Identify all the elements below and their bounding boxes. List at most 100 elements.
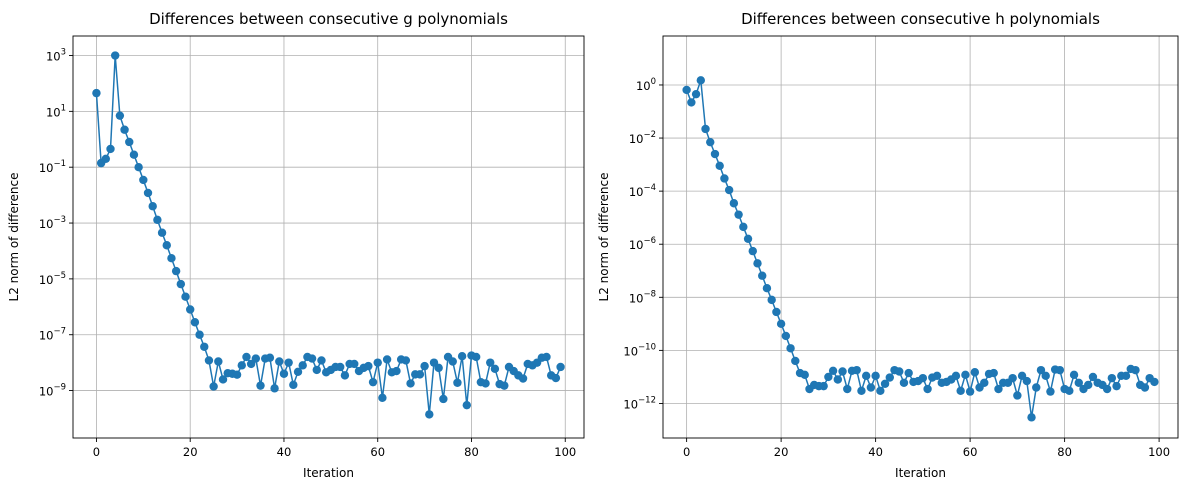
data-point xyxy=(382,355,392,364)
data-point xyxy=(486,358,495,367)
data-point xyxy=(157,228,167,237)
data-point xyxy=(951,371,961,381)
data-point xyxy=(965,387,975,396)
data-point xyxy=(270,384,279,393)
left-chart: Differences between consecutive g polyno… xyxy=(7,10,585,480)
right-series-line xyxy=(685,80,1155,418)
data-point xyxy=(895,367,904,376)
data-point xyxy=(994,384,1003,394)
left-chart-x-axis-label: Iteration xyxy=(303,466,354,480)
data-point xyxy=(724,185,734,195)
x-tick-label: 20 xyxy=(183,445,198,459)
data-point xyxy=(373,358,382,367)
data-point xyxy=(852,365,861,375)
data-point xyxy=(317,356,326,365)
data-point xyxy=(857,386,866,396)
data-point xyxy=(932,371,942,381)
data-point xyxy=(715,161,724,171)
data-point xyxy=(209,382,218,391)
data-point xyxy=(1013,391,1022,400)
data-point xyxy=(457,352,467,361)
data-point xyxy=(843,384,852,394)
data-point xyxy=(106,144,115,154)
data-point xyxy=(439,394,448,404)
x-tick-label: 40 xyxy=(868,445,883,459)
data-point xyxy=(129,150,139,159)
data-point xyxy=(181,292,190,301)
data-point xyxy=(729,199,739,208)
left-chart-ticks: 0 20 40 60 80 100 10−9 10−7 10−5 10−3 10−1 101 103 xyxy=(39,48,576,459)
data-point xyxy=(471,352,481,362)
data-point xyxy=(153,215,162,225)
data-point xyxy=(1107,373,1117,383)
data-point xyxy=(866,383,876,392)
data-point xyxy=(92,88,101,98)
data-point xyxy=(720,174,729,183)
y-tick-label: 10−6 xyxy=(629,236,656,252)
data-point xyxy=(1022,376,1032,386)
y-tick-label: 100 xyxy=(636,77,656,93)
data-point xyxy=(776,319,786,329)
data-point xyxy=(791,356,800,366)
data-point xyxy=(781,331,791,341)
data-point xyxy=(171,266,181,276)
y-tick-label: 10−5 xyxy=(39,271,66,287)
y-tick-label: 103 xyxy=(46,48,66,64)
data-point xyxy=(195,330,204,339)
data-point xyxy=(481,379,490,388)
right-chart-x-axis-label: Iteration xyxy=(895,466,946,480)
data-point xyxy=(110,51,120,60)
data-point xyxy=(1150,377,1159,387)
data-point xyxy=(1069,370,1079,380)
data-point xyxy=(1046,387,1055,396)
data-point xyxy=(1065,386,1074,396)
data-point xyxy=(364,361,373,371)
data-point xyxy=(899,378,909,388)
data-point xyxy=(214,357,223,366)
data-point xyxy=(1027,413,1036,422)
data-point xyxy=(753,259,762,268)
data-point xyxy=(876,386,885,396)
data-point xyxy=(232,370,242,379)
data-point xyxy=(1088,372,1098,382)
data-point xyxy=(682,85,691,95)
data-point xyxy=(434,363,443,373)
x-tick-label: 20 xyxy=(774,445,789,459)
data-point xyxy=(340,371,350,380)
data-point xyxy=(453,378,462,387)
data-point xyxy=(336,362,345,372)
data-point xyxy=(265,353,275,362)
right-chart-title: Differences between consecutive h polyno… xyxy=(741,10,1100,28)
data-point xyxy=(696,76,705,85)
right-chart-ticks: 0 20 40 60 80 100 10−12 10−10 10−8 10−6 10−4 10−2 10… xyxy=(623,77,1170,459)
data-point xyxy=(956,386,965,396)
x-tick-label: 100 xyxy=(1148,445,1170,459)
data-point xyxy=(284,358,293,367)
data-point xyxy=(143,188,153,198)
data-point xyxy=(378,393,387,403)
data-point xyxy=(139,175,148,185)
data-point xyxy=(148,202,157,211)
y-tick-label: 10−3 xyxy=(39,215,66,231)
data-point xyxy=(293,367,303,376)
x-tick-label: 60 xyxy=(963,445,978,459)
x-tick-label: 0 xyxy=(683,445,690,459)
data-point xyxy=(298,361,307,370)
left-chart-y-axis-label: L2 norm of difference xyxy=(7,173,21,302)
data-point xyxy=(824,372,833,382)
data-point xyxy=(1032,383,1041,392)
data-point xyxy=(1131,365,1140,375)
y-tick-label: 10−10 xyxy=(623,342,656,358)
data-point xyxy=(1008,373,1017,383)
data-point xyxy=(256,381,265,390)
data-point xyxy=(289,380,298,390)
data-point xyxy=(125,137,134,147)
y-tick-label: 10−2 xyxy=(629,130,656,146)
data-point xyxy=(251,354,261,363)
y-tick-label: 10−9 xyxy=(39,383,66,399)
y-tick-label: 10−8 xyxy=(629,289,656,305)
data-point xyxy=(186,305,195,314)
data-point xyxy=(462,400,471,410)
data-point xyxy=(710,149,720,159)
